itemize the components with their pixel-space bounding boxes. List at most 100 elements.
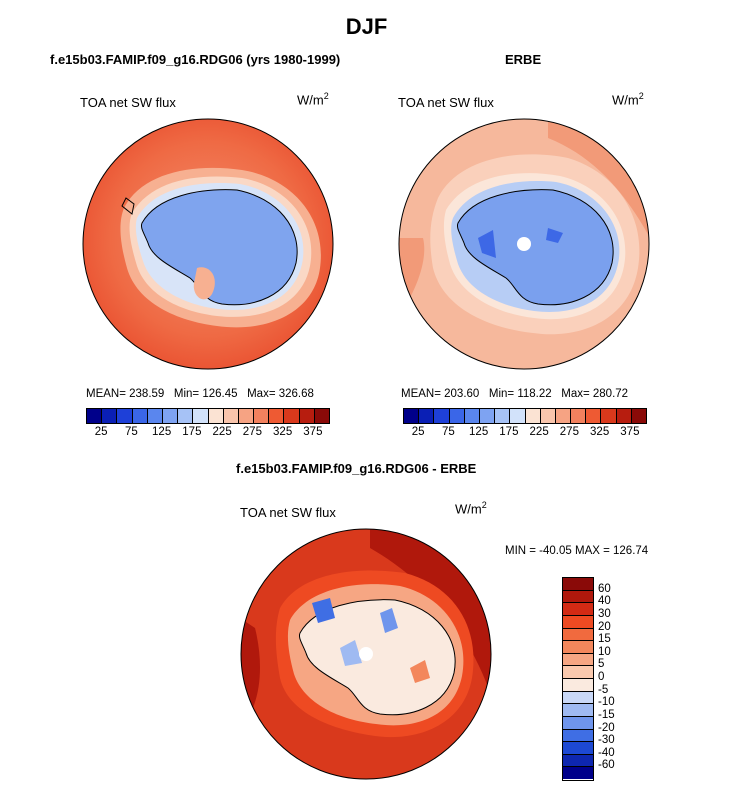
figure-title: DJF — [345, 14, 388, 39]
colorbar-swatch — [223, 409, 239, 423]
colorbar-swatch — [586, 409, 602, 423]
colorbar-swatch — [102, 409, 118, 423]
colorbar-tick-label: 125 — [152, 426, 172, 438]
colorbar-swatch — [563, 704, 593, 717]
colorbar-swatch — [314, 409, 329, 423]
model-colorbar — [86, 408, 330, 424]
diff-polar-map — [240, 528, 492, 780]
colorbar-swatch — [510, 409, 526, 423]
colorbar-swatch — [434, 409, 450, 423]
colorbar-swatch — [563, 679, 593, 692]
colorbar-level-label: 40 — [598, 595, 611, 608]
colorbar-swatch — [254, 409, 270, 423]
colorbar-tick-label: 25 — [94, 426, 108, 438]
colorbar-swatch — [563, 691, 593, 705]
colorbar-level-label: -30 — [598, 734, 615, 747]
obs-panel-header: ERBE — [505, 52, 542, 67]
colorbar-tick-label: 75 — [441, 426, 455, 438]
obs-colorbar — [403, 408, 647, 424]
colorbar-tick-label: 25 — [411, 426, 425, 438]
colorbar-swatch — [601, 409, 617, 423]
colorbar-level-label: 30 — [598, 607, 611, 620]
colorbar-swatch — [616, 409, 632, 423]
obs-colorbar-ticks: 25 75 125 175 225 275 325 375 — [403, 426, 647, 442]
colorbar-swatch — [563, 590, 593, 604]
colorbar-swatch — [117, 409, 133, 423]
model-colorbar-ticks: 25 75 125 175 225 275 325 375 — [86, 426, 330, 442]
obs-variable-label: TOA net SW flux — [398, 95, 494, 110]
colorbar-swatch — [449, 409, 465, 423]
diff-colorbar-labels: 60 40 30 20 15 10 5 0 -5 -10 -15 -20 -30 -40 -60 — [598, 577, 638, 781]
colorbar-level-label: 10 — [598, 645, 611, 658]
model-stats: MEAN= 238.59 Min= 126.45 Max= 326.68 — [86, 388, 314, 400]
diff-variable-label: TOA net SW flux — [240, 505, 336, 520]
obs-polar-map — [398, 118, 650, 370]
model-polar-map — [82, 118, 334, 370]
model-variable-label: TOA net SW flux — [80, 95, 176, 110]
diff-panel-header: f.e15b03.FAMIP.f09_g16.RDG06 - ERBE — [236, 461, 477, 476]
diff-units-label: W/m2 — [455, 500, 487, 517]
colorbar-swatch — [464, 409, 480, 423]
colorbar-swatch — [404, 409, 420, 423]
colorbar-tick-label: 375 — [620, 426, 640, 438]
colorbar-swatch — [238, 409, 255, 423]
colorbar-swatch — [563, 628, 593, 642]
colorbar-swatch — [525, 409, 541, 423]
colorbar-swatch — [540, 409, 556, 423]
obs-stats: MEAN= 203.60 Min= 118.22 Max= 280.72 — [401, 388, 629, 400]
colorbar-swatch — [563, 641, 593, 654]
colorbar-level-label: -60 — [598, 759, 615, 772]
colorbar-swatch — [162, 409, 179, 423]
colorbar-tick-label: 275 — [559, 426, 579, 438]
colorbar-swatch — [147, 409, 163, 423]
colorbar-tick-label: 325 — [273, 426, 293, 438]
colorbar-swatch — [631, 409, 646, 423]
colorbar-level-label: 0 — [598, 671, 605, 683]
colorbar-level-label: -5 — [598, 683, 609, 696]
colorbar-swatch — [269, 409, 285, 423]
colorbar-level-label: 5 — [598, 658, 605, 671]
colorbar-tick-label: 75 — [124, 426, 138, 438]
diff-colorbar — [562, 577, 594, 781]
model-panel-header: f.e15b03.FAMIP.f09_g16.RDG06 (yrs 1980-1… — [50, 52, 341, 67]
colorbar-swatch — [563, 653, 593, 667]
colorbar-level-label: 15 — [598, 633, 611, 646]
colorbar-tick-label: 225 — [212, 426, 232, 438]
colorbar-tick-label: 225 — [529, 426, 549, 438]
diff-stats: MIN = -40.05 MAX = 126.74 — [505, 545, 649, 557]
colorbar-tick-label: 325 — [590, 426, 610, 438]
colorbar-swatch — [132, 409, 148, 423]
colorbar-level-label: -20 — [598, 721, 615, 734]
colorbar-swatch — [563, 666, 593, 679]
colorbar-level-label: -10 — [598, 696, 615, 709]
colorbar-tick-label: 175 — [499, 426, 519, 438]
colorbar-swatch — [87, 409, 103, 423]
colorbar-swatch — [563, 615, 593, 629]
colorbar-tick-label: 375 — [303, 426, 323, 438]
colorbar-level-label: 60 — [598, 582, 611, 595]
colorbar-swatch — [479, 409, 496, 423]
colorbar-swatch — [299, 409, 315, 423]
obs-units-label: W/m2 — [612, 91, 644, 108]
colorbar-tick-label: 275 — [242, 426, 262, 438]
colorbar-swatch — [208, 409, 224, 423]
colorbar-tick-label: 125 — [469, 426, 489, 438]
colorbar-swatch — [419, 409, 435, 423]
colorbar-swatch — [571, 409, 587, 423]
colorbar-swatch — [178, 409, 194, 423]
colorbar-level-label: -40 — [598, 746, 615, 759]
colorbar-tick-label: 175 — [182, 426, 202, 438]
colorbar-swatch — [563, 578, 593, 591]
colorbar-swatch — [563, 767, 593, 779]
colorbar-swatch — [555, 409, 572, 423]
colorbar-swatch — [563, 603, 593, 616]
colorbar-level-label: 20 — [598, 620, 611, 633]
colorbar-swatch — [495, 409, 511, 423]
colorbar-swatch — [193, 409, 209, 423]
colorbar-level-label: -15 — [598, 708, 615, 721]
colorbar-swatch — [563, 729, 593, 743]
colorbar-swatch — [284, 409, 300, 423]
colorbar-swatch — [563, 716, 593, 730]
colorbar-swatch — [563, 742, 593, 755]
colorbar-swatch — [563, 754, 593, 768]
